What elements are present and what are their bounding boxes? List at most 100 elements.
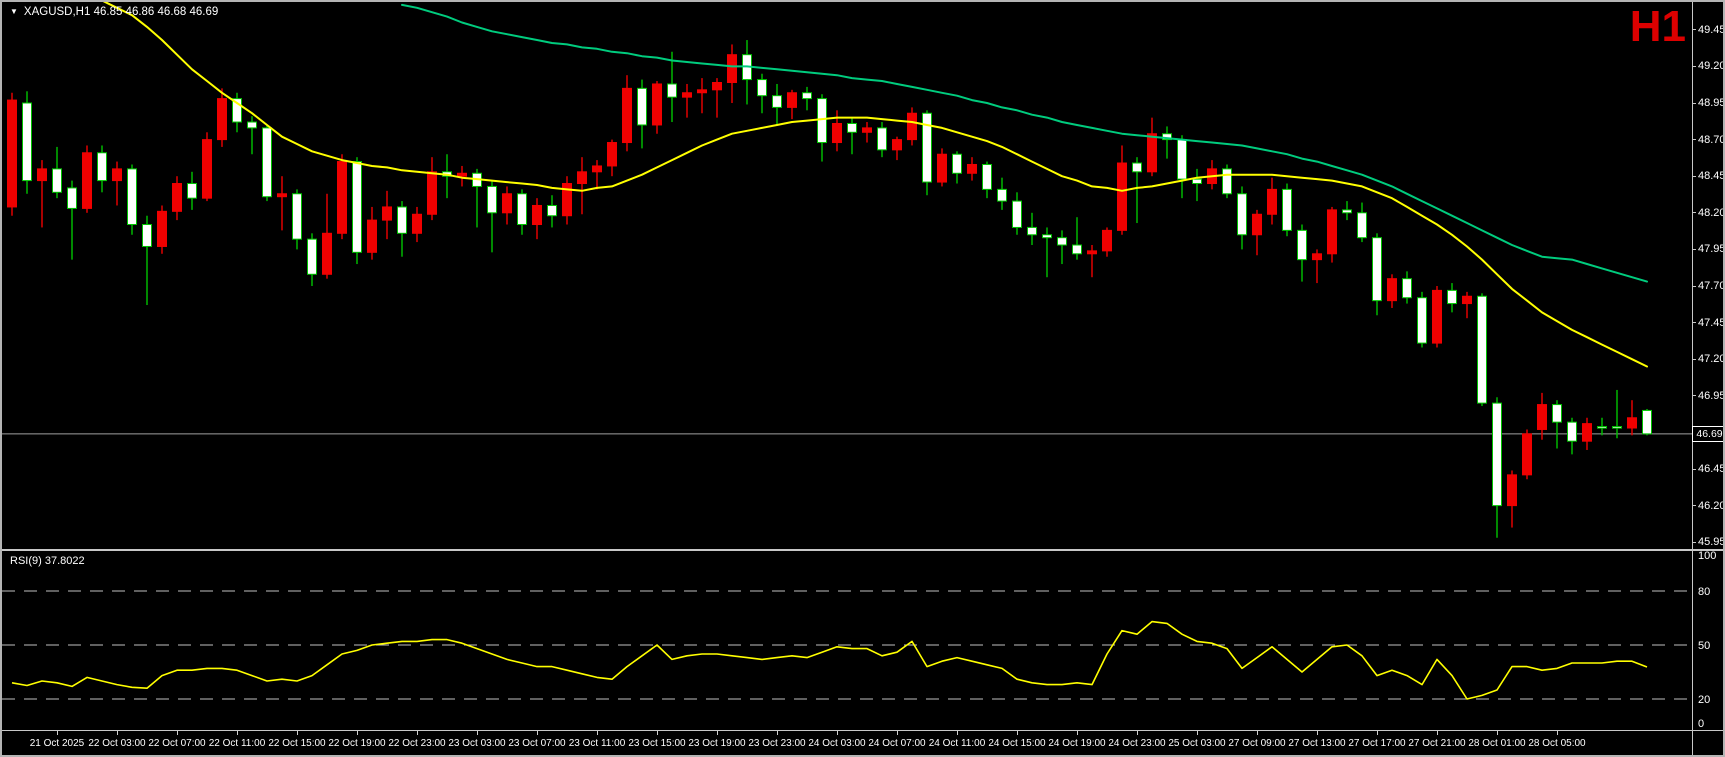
price-axis-tick <box>1692 29 1696 31</box>
symbol-dropdown-icon[interactable]: ▼ <box>10 7 18 16</box>
time-axis-tick <box>117 731 118 735</box>
candle-bear <box>1567 421 1577 442</box>
candle-bear <box>772 95 782 108</box>
rsi-axis-label: 50 <box>1698 640 1711 652</box>
time-axis-tick <box>777 731 778 735</box>
candle-bear <box>1552 404 1562 423</box>
candle-bear <box>1177 139 1187 180</box>
candle-bear <box>802 92 812 100</box>
rsi-pane[interactable]: RSI(9) 37.8022 <box>2 551 1692 730</box>
candle-bull <box>652 83 662 126</box>
price-axis[interactable]: 49.45 49.20 48.95 48.70 48.45 48.20 47.95 47.70… <box>1692 2 1725 550</box>
candle-bull <box>562 183 572 217</box>
candle-bear <box>1162 133 1172 141</box>
price-axis-label: 47.20 <box>1698 353 1725 366</box>
candle-bear <box>352 161 362 253</box>
candle-bear <box>997 188 1007 202</box>
candle-bear <box>982 163 992 190</box>
time-axis-label: 22 Oct 19:00 <box>328 738 386 749</box>
price-axis-tick <box>1692 541 1696 543</box>
price-axis-label: 48.45 <box>1698 170 1725 183</box>
candle-bear <box>1492 402 1502 507</box>
time-axis-tick <box>597 731 598 735</box>
time-axis-label: 23 Oct 15:00 <box>628 738 686 749</box>
candle-bull <box>967 163 977 174</box>
time-axis-label: 22 Oct 07:00 <box>148 738 206 749</box>
time-axis-tick <box>1497 731 1498 735</box>
price-chart-canvas[interactable] <box>2 2 1692 550</box>
price-axis-tick <box>1692 322 1696 324</box>
candle-bull <box>82 152 92 209</box>
time-axis-label: 22 Oct 23:00 <box>388 738 446 749</box>
candle-bear <box>817 98 827 144</box>
candle-bear <box>1027 226 1037 236</box>
candle-bull <box>1102 229 1112 252</box>
time-axis-tick <box>897 731 898 735</box>
candle-bear <box>1012 200 1022 228</box>
time-axis-tick <box>1437 731 1438 735</box>
time-axis-label: 25 Oct 03:00 <box>1168 738 1226 749</box>
candle-bull <box>1522 433 1532 476</box>
price-pane[interactable]: ▼ XAGUSD,H1 46.85 46.86 46.68 46.69 H1 <box>2 2 1692 550</box>
time-axis-tick <box>417 731 418 735</box>
candle-bear <box>52 168 62 193</box>
candle-bear <box>187 183 197 199</box>
price-axis-tick <box>1692 139 1696 141</box>
candle-bull <box>1432 289 1442 344</box>
candle-bull <box>217 98 227 141</box>
pane-separator[interactable] <box>2 549 1723 551</box>
candle-bull <box>412 213 422 234</box>
time-axis-tick <box>1017 731 1018 735</box>
price-axis-tick <box>1692 175 1696 177</box>
candle-bull <box>862 127 872 133</box>
candle-bear <box>1447 289 1457 305</box>
candle-bull <box>727 54 737 84</box>
candle-bear <box>1642 409 1652 435</box>
time-axis-label: 21 Oct 2025 <box>29 738 85 749</box>
price-axis-tick <box>1692 468 1696 470</box>
price-axis-label: 49.45 <box>1698 23 1725 36</box>
candle-bear <box>667 83 677 98</box>
rsi-axis-label: 100 <box>1698 550 1717 562</box>
candle-bull <box>607 142 617 167</box>
candle-bull <box>112 168 122 182</box>
candle-bear <box>1042 234 1052 239</box>
time-axis-tick <box>1077 731 1078 735</box>
rsi-chart-canvas[interactable] <box>2 551 1692 730</box>
time-axis-tick <box>57 731 58 735</box>
candle-bear <box>847 122 857 133</box>
candle-bear <box>1402 278 1412 299</box>
rsi-indicator-label: RSI(9) 37.8022 <box>10 555 85 567</box>
candle-bear <box>1417 297 1427 344</box>
candle-bull <box>1087 250 1097 255</box>
candle-bear <box>1372 237 1382 302</box>
price-axis-label: 47.45 <box>1698 316 1725 329</box>
time-axis[interactable]: 21 Oct 2025 22 Oct 03:00 22 Oct 07:00 22 Oc… <box>2 731 1723 755</box>
candle-bull <box>202 139 212 199</box>
rsi-axis[interactable]: 100 80 50 20 0 <box>1692 550 1723 730</box>
time-axis-label: 27 Oct 13:00 <box>1288 738 1346 749</box>
time-axis-label: 24 Oct 15:00 <box>988 738 1046 749</box>
time-axis-tick <box>297 731 298 735</box>
time-axis-tick <box>1557 731 1558 735</box>
candle-bull <box>1312 253 1322 261</box>
price-axis-label: 48.95 <box>1698 97 1725 109</box>
time-axis-label: 24 Oct 19:00 <box>1048 738 1106 749</box>
candle-bull <box>1117 162 1127 231</box>
candle-bull <box>337 161 347 234</box>
candle-bull <box>367 219 377 253</box>
price-axis-tick <box>1692 395 1696 397</box>
time-axis-label: 24 Oct 03:00 <box>808 738 866 749</box>
time-axis-tick <box>717 731 718 735</box>
candle-bear <box>1072 244 1082 255</box>
time-axis-tick <box>957 731 958 735</box>
candle-bear <box>262 127 272 198</box>
candle-bear <box>1297 229 1307 261</box>
candle-bull <box>1147 133 1157 173</box>
candle-bull <box>172 183 182 212</box>
candle-bear <box>1597 426 1607 429</box>
candle-bear <box>307 238 317 275</box>
candle-bear <box>1612 426 1622 429</box>
candle-bear <box>517 193 527 226</box>
